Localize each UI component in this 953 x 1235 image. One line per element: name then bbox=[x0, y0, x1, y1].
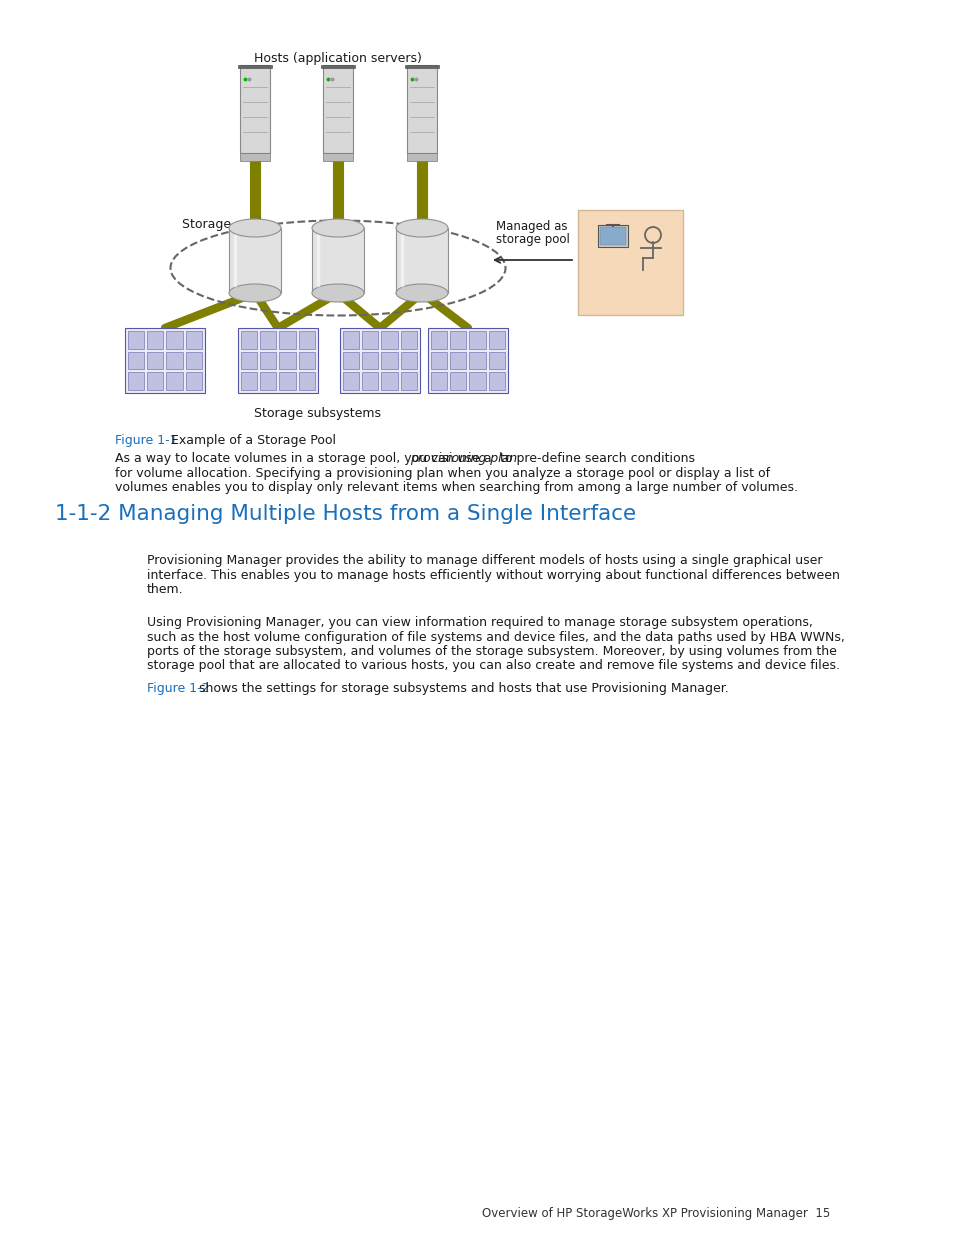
Text: storage pool: storage pool bbox=[496, 233, 569, 246]
Text: Figure 1-2: Figure 1-2 bbox=[147, 682, 210, 695]
Bar bbox=[125, 329, 205, 393]
Bar bbox=[186, 372, 202, 390]
Bar bbox=[167, 352, 183, 369]
Bar bbox=[400, 372, 416, 390]
Bar bbox=[450, 372, 466, 390]
Bar bbox=[298, 372, 314, 390]
Text: Provisioning: Provisioning bbox=[594, 278, 665, 291]
Bar bbox=[488, 331, 504, 348]
Text: them.: them. bbox=[147, 583, 183, 597]
Bar bbox=[229, 228, 281, 293]
Bar bbox=[343, 372, 359, 390]
Text: Hosts (application servers): Hosts (application servers) bbox=[253, 52, 421, 65]
Text: Storage pool: Storage pool bbox=[182, 219, 261, 231]
Bar bbox=[469, 331, 485, 348]
Bar bbox=[407, 65, 436, 153]
Bar bbox=[279, 331, 295, 348]
Bar bbox=[147, 352, 163, 369]
Ellipse shape bbox=[395, 219, 448, 237]
Bar bbox=[362, 372, 378, 390]
Bar bbox=[167, 372, 183, 390]
FancyBboxPatch shape bbox=[578, 210, 682, 315]
Text: ports of the storage subsystem, and volumes of the storage subsystem. Moreover, : ports of the storage subsystem, and volu… bbox=[147, 645, 836, 658]
Ellipse shape bbox=[312, 219, 364, 237]
Bar bbox=[167, 331, 183, 348]
Bar bbox=[343, 331, 359, 348]
Bar bbox=[400, 352, 416, 369]
Bar bbox=[488, 352, 504, 369]
Bar bbox=[428, 329, 507, 393]
Bar bbox=[405, 65, 438, 68]
Bar bbox=[260, 372, 276, 390]
Bar bbox=[400, 331, 416, 348]
Bar bbox=[381, 372, 397, 390]
Bar bbox=[240, 153, 270, 161]
Bar bbox=[469, 352, 485, 369]
Bar bbox=[186, 331, 202, 348]
Bar bbox=[128, 331, 144, 348]
Text: for volume allocation. Specifying a provisioning plan when you analyze a storage: for volume allocation. Specifying a prov… bbox=[115, 467, 769, 479]
Bar bbox=[323, 65, 353, 153]
Text: Provisioning Manager provides the ability to manage different models of hosts us: Provisioning Manager provides the abilit… bbox=[147, 555, 821, 567]
Bar bbox=[431, 352, 447, 369]
Bar bbox=[241, 372, 257, 390]
Ellipse shape bbox=[395, 284, 448, 303]
Ellipse shape bbox=[229, 284, 281, 303]
Text: provisioning plan: provisioning plan bbox=[410, 452, 517, 466]
Bar bbox=[407, 153, 436, 161]
Bar bbox=[241, 352, 257, 369]
Bar bbox=[431, 372, 447, 390]
Text: Manager: Manager bbox=[604, 289, 656, 303]
Bar bbox=[298, 352, 314, 369]
Bar bbox=[128, 372, 144, 390]
Text: Using Provisioning Manager, you can view information required to manage storage : Using Provisioning Manager, you can view… bbox=[147, 616, 812, 629]
Bar bbox=[260, 331, 276, 348]
Bar bbox=[237, 65, 272, 68]
Ellipse shape bbox=[312, 284, 364, 303]
Bar bbox=[339, 329, 419, 393]
Bar bbox=[343, 352, 359, 369]
Bar bbox=[186, 352, 202, 369]
Bar bbox=[312, 228, 364, 293]
Bar bbox=[323, 153, 353, 161]
Text: storage pool that are allocated to various hosts, you can also create and remove: storage pool that are allocated to vario… bbox=[147, 659, 840, 673]
Bar bbox=[431, 331, 447, 348]
Bar bbox=[362, 352, 378, 369]
Text: 1-1-2 Managing Multiple Hosts from a Single Interface: 1-1-2 Managing Multiple Hosts from a Sin… bbox=[55, 504, 636, 524]
Bar bbox=[381, 352, 397, 369]
Bar bbox=[298, 331, 314, 348]
Bar bbox=[381, 331, 397, 348]
Bar bbox=[260, 352, 276, 369]
Text: Managed as: Managed as bbox=[496, 220, 567, 233]
Text: interface. This enables you to manage hosts efficiently without worrying about f: interface. This enables you to manage ho… bbox=[147, 568, 839, 582]
Bar bbox=[450, 352, 466, 369]
Ellipse shape bbox=[229, 219, 281, 237]
Text: to pre-define search conditions: to pre-define search conditions bbox=[496, 452, 695, 466]
Text: Figure 1-1: Figure 1-1 bbox=[115, 433, 177, 447]
Bar bbox=[147, 331, 163, 348]
Bar bbox=[395, 228, 448, 293]
Bar bbox=[598, 225, 627, 247]
Bar bbox=[469, 372, 485, 390]
Bar bbox=[240, 65, 270, 153]
Bar bbox=[320, 65, 355, 68]
Text: Example of a Storage Pool: Example of a Storage Pool bbox=[167, 433, 335, 447]
Bar bbox=[279, 352, 295, 369]
Bar bbox=[488, 372, 504, 390]
Bar bbox=[237, 329, 317, 393]
Text: such as the host volume configuration of file systems and device files, and the : such as the host volume configuration of… bbox=[147, 631, 844, 643]
Bar bbox=[279, 372, 295, 390]
Bar bbox=[128, 352, 144, 369]
Text: As a way to locate volumes in a storage pool, you can use a: As a way to locate volumes in a storage … bbox=[115, 452, 496, 466]
Text: Overview of HP StorageWorks XP Provisioning Manager  15: Overview of HP StorageWorks XP Provision… bbox=[481, 1207, 829, 1220]
Text: user: user bbox=[617, 300, 642, 312]
Bar bbox=[241, 331, 257, 348]
Bar bbox=[450, 331, 466, 348]
Text: shows the settings for storage subsystems and hosts that use Provisioning Manage: shows the settings for storage subsystem… bbox=[194, 682, 728, 695]
Bar bbox=[362, 331, 378, 348]
Bar bbox=[599, 227, 625, 245]
Bar bbox=[147, 372, 163, 390]
Text: volumes enables you to display only relevant items when searching from among a l: volumes enables you to display only rele… bbox=[115, 480, 797, 494]
Text: Storage subsystems: Storage subsystems bbox=[254, 408, 381, 420]
